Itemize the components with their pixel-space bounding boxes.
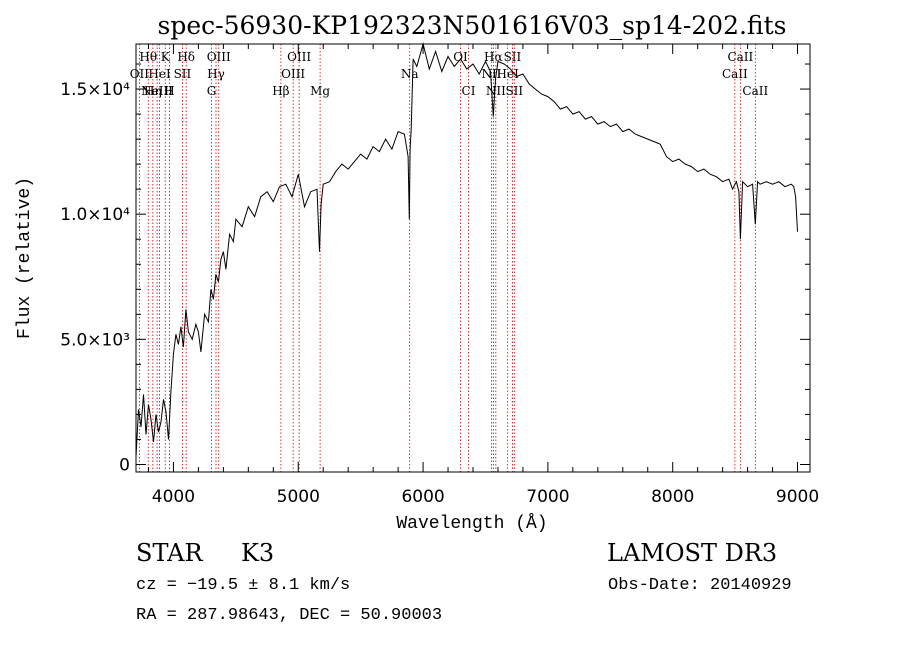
x-tick-label: 9000 [776, 487, 819, 507]
marker-label-16: Na [401, 67, 419, 81]
coordinates: RA = 287.98643, DEC = 50.90003 [136, 606, 442, 625]
spectrum-series-line [135, 42, 798, 458]
marker-label-26: CaII [727, 50, 753, 64]
survey-name: LAMOST DR3 [607, 539, 777, 567]
marker-label-0: OII [130, 67, 150, 81]
marker-label-10: Hγ [207, 67, 225, 81]
y-tick-label: 1.0×10⁴ [60, 205, 130, 225]
x-tick-label: 8000 [651, 487, 694, 507]
marker-label-9: G [207, 84, 217, 98]
y-axis-label: Flux (relative) [15, 177, 35, 339]
y-tick-label: 0 [119, 455, 130, 475]
x-tick-label: 6000 [401, 487, 444, 507]
x-tick-label: 4000 [152, 487, 195, 507]
x-tick-label: 5000 [277, 487, 320, 507]
marker-label-13: OIII [281, 67, 305, 81]
y-axis-ticks: 0 5.0×10³ 1.0×10⁴ 1.5×10⁴ [60, 63, 810, 475]
marker-label-6: H [164, 84, 174, 98]
x-axis-label: Wavelength (Å) [396, 513, 547, 534]
marker-label-20: Hα [484, 50, 503, 64]
marker-label-23: SII [504, 50, 522, 64]
marker-label-8: Hδ [177, 50, 195, 64]
chart-title: spec-56930-KP192323N501616V03_sp14-202.f… [158, 11, 787, 40]
marker-label-1: Hθ [139, 50, 157, 64]
spectral-line-markers: OIIHθHηNeIIIHeIKHSIIHδGHγOIIIHβOIIIOIIIM… [130, 44, 768, 472]
marker-label-11: OIII [207, 50, 231, 64]
x-axis-ticks: 4000 5000 6000 7000 8000 9000 [147, 44, 819, 507]
y-tick-label: 5.0×10³ [60, 330, 130, 350]
y-tick-label: 1.5×10⁴ [60, 80, 130, 100]
marker-label-14: OIII [287, 50, 311, 64]
marker-label-22: HeI [497, 67, 520, 81]
marker-label-24: SII [505, 84, 523, 98]
marker-label-21: NII [486, 84, 506, 98]
marker-label-4: HeI [148, 67, 171, 81]
x-tick-label: 7000 [526, 487, 569, 507]
marker-label-5: K [161, 50, 171, 64]
object-class: STAR [136, 539, 203, 567]
marker-label-27: CaII [742, 84, 768, 98]
object-subclass: K3 [241, 539, 274, 567]
marker-label-15: Mg [310, 84, 330, 98]
redshift-info: cz = −19.5 ± 8.1 km/s [136, 576, 350, 595]
plot-frame [135, 43, 811, 473]
marker-label-12: Hβ [272, 84, 289, 98]
marker-label-17: OI [453, 50, 468, 64]
marker-label-18: CI [462, 84, 476, 98]
marker-label-7: SII [174, 67, 192, 81]
obs-date: Obs-Date: 20140929 [608, 576, 792, 595]
marker-label-25: CaII [722, 67, 748, 81]
